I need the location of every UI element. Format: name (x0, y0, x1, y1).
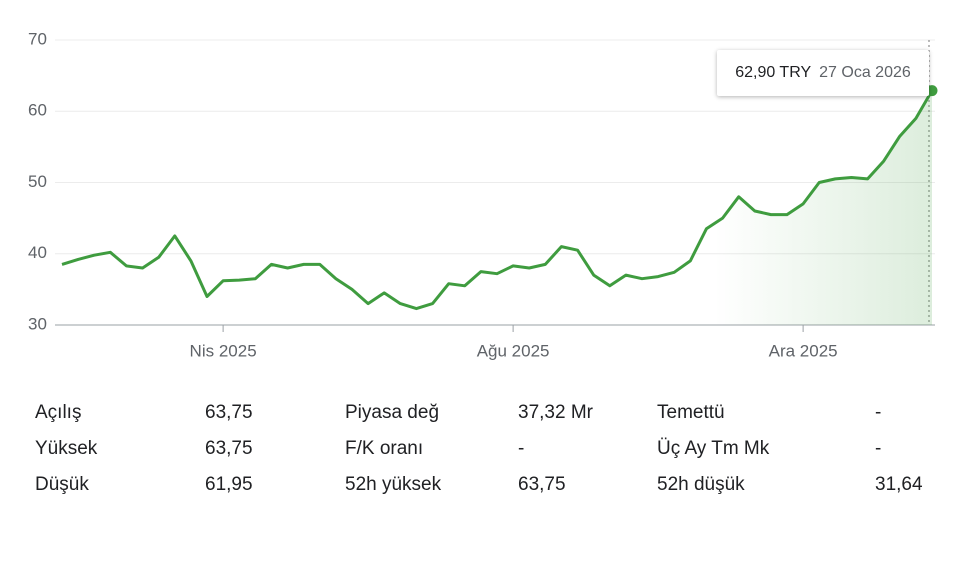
area (62, 90, 932, 325)
price-line (61, 89, 934, 311)
chart: 30 40 50 60 70 Nis 2025 Ağu 2025 Ara 2025 (28, 29, 938, 360)
tooltip: 62,90 TRY 27 Oca 2026 (717, 50, 929, 96)
stat-value: - (875, 402, 882, 423)
stat-value: 37,32 Mr (518, 402, 593, 423)
y-tick-label: 40 (28, 243, 47, 262)
x-tick-label: Nis 2025 (190, 341, 257, 360)
stat-label: Yüksek (35, 438, 98, 459)
stat-value: 63,75 (205, 438, 253, 459)
stat-value: - (875, 438, 882, 459)
stat-value: 31,64 (875, 474, 923, 495)
tooltip-value: 62,90 TRY (735, 64, 812, 81)
x-tick-label: Ağu 2025 (477, 341, 550, 360)
stat-value: 63,75 (518, 474, 566, 495)
y-tick-label: 70 (28, 29, 47, 48)
stat-label: 52h düşük (657, 474, 745, 495)
stat-label: 52h yüksek (345, 474, 442, 495)
y-tick-label: 60 (28, 101, 47, 120)
last-point (926, 85, 938, 97)
y-tick-label: 50 (28, 172, 47, 191)
stat-label: Açılış (35, 402, 82, 423)
y-tick-label: 30 (28, 314, 47, 333)
stat-label: Temettü (657, 402, 725, 423)
stat-value: 63,75 (205, 402, 253, 423)
stat-value: - (518, 438, 525, 459)
stat-label: Üç Ay Tm Mk (657, 438, 770, 459)
stat-value: 61,95 (205, 474, 253, 495)
tooltip-date: 27 Oca 2026 (819, 64, 911, 81)
stat-label: Düşük (35, 474, 89, 495)
x-tick-label: Ara 2025 (769, 341, 838, 360)
stat-label: Piyasa değ (345, 402, 440, 423)
stat-label: F/K oranı (345, 438, 424, 459)
